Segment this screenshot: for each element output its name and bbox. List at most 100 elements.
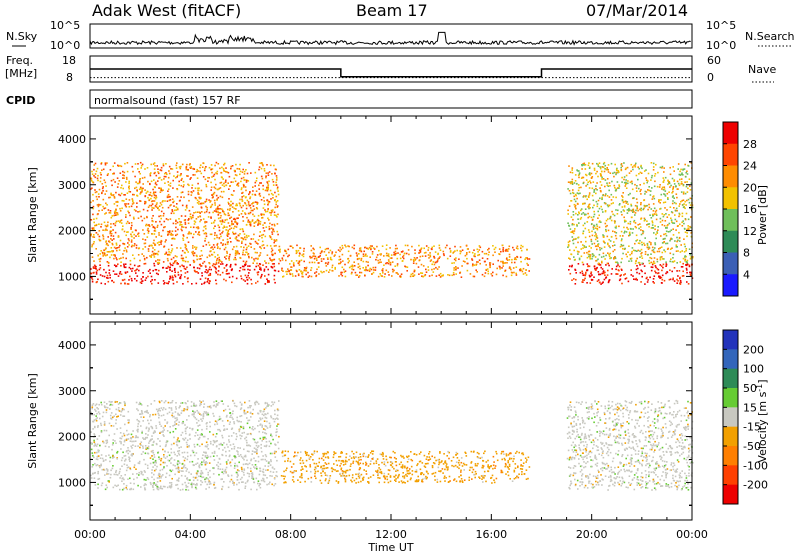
data-cell xyxy=(270,415,272,417)
data-cell xyxy=(207,180,209,182)
data-cell xyxy=(258,193,261,196)
data-cell xyxy=(385,254,388,257)
freq-line xyxy=(90,68,692,78)
data-cell xyxy=(144,202,146,205)
data-cell xyxy=(372,269,375,271)
data-cell xyxy=(206,256,209,259)
data-cell xyxy=(104,488,107,491)
data-cell xyxy=(244,280,246,282)
data-cell xyxy=(571,265,573,268)
data-cell xyxy=(520,260,522,263)
data-cell xyxy=(661,224,664,226)
data-cell xyxy=(90,477,93,479)
data-cell xyxy=(243,268,246,271)
data-cell xyxy=(142,272,144,274)
data-cell xyxy=(90,234,92,237)
data-cell xyxy=(253,248,256,250)
data-cell xyxy=(681,221,683,224)
data-cell xyxy=(115,201,117,203)
data-cell xyxy=(189,166,191,169)
data-cell xyxy=(596,280,599,282)
data-cell xyxy=(162,189,164,191)
data-cell xyxy=(244,236,246,238)
data-cell xyxy=(459,252,462,255)
data-cell xyxy=(633,219,636,222)
data-cell xyxy=(684,192,687,195)
data-cell xyxy=(95,464,98,467)
data-cell xyxy=(176,176,178,178)
data-cell xyxy=(423,274,426,277)
data-cell xyxy=(681,199,683,202)
data-cell xyxy=(277,418,279,420)
data-cell xyxy=(621,245,623,247)
data-cell xyxy=(137,217,140,219)
data-cell xyxy=(207,478,210,480)
data-cell xyxy=(221,263,224,265)
data-cell xyxy=(135,247,138,249)
data-cell xyxy=(221,220,224,223)
data-cell xyxy=(567,245,570,247)
data-cell xyxy=(120,265,122,267)
data-cell xyxy=(230,227,233,229)
data-cell xyxy=(268,171,271,173)
data-cell xyxy=(129,191,132,193)
data-cell xyxy=(169,199,172,201)
data-cell xyxy=(632,168,634,171)
data-cell xyxy=(218,259,221,261)
data-cell xyxy=(217,217,220,220)
data-cell xyxy=(605,230,607,233)
data-cell xyxy=(119,244,121,247)
data-cell xyxy=(168,411,171,414)
data-cell xyxy=(144,246,147,248)
data-cell xyxy=(685,264,687,266)
data-cell xyxy=(94,189,96,191)
data-cell xyxy=(600,205,602,208)
data-cell xyxy=(600,184,603,186)
data-cell xyxy=(216,455,218,457)
data-cell xyxy=(691,206,694,209)
data-cell xyxy=(436,268,439,270)
data-cell xyxy=(123,249,125,252)
data-cell xyxy=(254,181,257,184)
data-cell xyxy=(604,274,606,276)
data-cell xyxy=(588,215,591,218)
data-cell xyxy=(598,281,601,284)
data-cell xyxy=(259,268,261,270)
data-cell xyxy=(669,238,672,241)
data-cell xyxy=(95,410,97,412)
data-cell xyxy=(128,244,130,246)
data-cell xyxy=(197,425,199,427)
data-cell xyxy=(616,169,618,172)
data-cell xyxy=(262,184,264,187)
data-cell xyxy=(621,176,623,179)
data-cell xyxy=(651,213,654,216)
data-cell xyxy=(97,233,99,236)
data-cell xyxy=(113,281,115,284)
data-cell xyxy=(153,249,156,251)
data-cell xyxy=(635,268,638,271)
data-cell xyxy=(252,209,254,212)
data-cell xyxy=(200,480,202,482)
data-cell xyxy=(464,254,467,257)
data-cell xyxy=(171,275,174,277)
data-cell xyxy=(215,421,218,423)
data-cell xyxy=(139,259,141,262)
data-cell xyxy=(389,261,392,264)
data-cell xyxy=(98,268,101,271)
data-cell xyxy=(689,185,691,187)
data-cell xyxy=(666,248,669,250)
data-cell xyxy=(248,204,251,207)
data-cell xyxy=(508,259,511,261)
data-cell xyxy=(610,202,613,205)
data-cell xyxy=(154,182,157,185)
data-cell xyxy=(110,223,112,225)
data-cell xyxy=(189,264,191,266)
data-cell xyxy=(156,224,159,227)
data-cell xyxy=(233,207,235,210)
data-cell xyxy=(160,166,163,169)
data-cell xyxy=(259,182,261,184)
data-cell xyxy=(95,232,98,234)
data-cell xyxy=(680,168,682,171)
data-cell xyxy=(273,214,276,216)
data-cell xyxy=(373,248,376,250)
